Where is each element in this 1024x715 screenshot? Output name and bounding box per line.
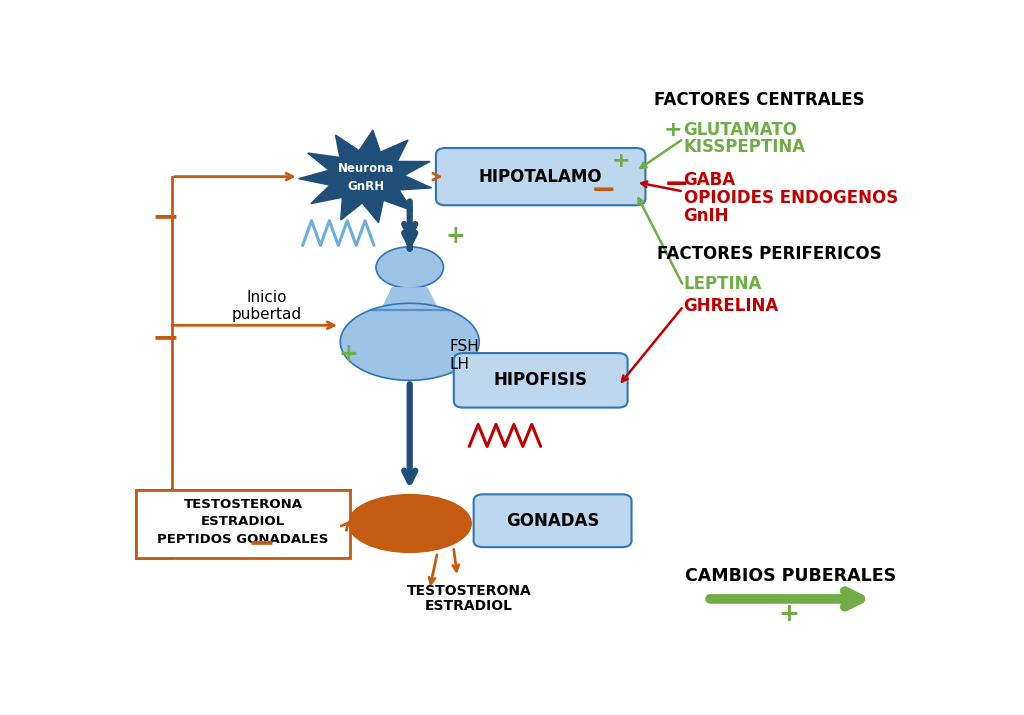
Text: ESTRADIOL: ESTRADIOL [425, 599, 513, 613]
FancyBboxPatch shape [454, 353, 628, 408]
Text: GnRH: GnRH [347, 180, 385, 193]
FancyBboxPatch shape [136, 490, 350, 558]
Text: −: − [152, 321, 180, 355]
Text: LEPTINA: LEPTINA [684, 275, 762, 293]
Text: +: + [338, 342, 358, 366]
Text: Neurona: Neurona [338, 162, 394, 175]
Text: CAMBIOS PUBERALES: CAMBIOS PUBERALES [685, 567, 896, 585]
Text: KISSPEPTINA: KISSPEPTINA [684, 139, 806, 157]
Text: TESTOSTERONA: TESTOSTERONA [183, 498, 302, 511]
Text: GABA: GABA [684, 172, 735, 189]
Text: −: − [591, 176, 616, 204]
Text: +: + [664, 120, 682, 140]
Text: −: − [664, 170, 689, 199]
Text: ESTRADIOL: ESTRADIOL [201, 516, 285, 528]
Text: −: − [247, 527, 275, 560]
Text: +: + [612, 152, 631, 172]
Text: FSH
LH: FSH LH [450, 340, 479, 372]
Text: HIPOFISIS: HIPOFISIS [494, 371, 588, 390]
FancyBboxPatch shape [474, 494, 632, 547]
Text: −: − [152, 200, 180, 233]
Text: Inicio
pubertad: Inicio pubertad [231, 290, 302, 322]
Text: HIPOTALAMO: HIPOTALAMO [479, 167, 602, 186]
Polygon shape [370, 309, 450, 310]
Text: GONADAS: GONADAS [506, 512, 599, 530]
Text: +: + [445, 224, 465, 247]
Text: +: + [778, 602, 800, 626]
Text: GnIH: GnIH [684, 207, 729, 225]
Text: FACTORES PERIFERICOS: FACTORES PERIFERICOS [657, 245, 882, 262]
Ellipse shape [340, 303, 479, 380]
Polygon shape [382, 288, 437, 309]
Text: PEPTIDOS GONADALES: PEPTIDOS GONADALES [158, 533, 329, 546]
Text: FACTORES CENTRALES: FACTORES CENTRALES [653, 91, 864, 109]
FancyBboxPatch shape [436, 148, 645, 205]
Text: GLUTAMATO: GLUTAMATO [684, 121, 798, 139]
Text: TESTOSTERONA: TESTOSTERONA [407, 584, 531, 598]
Polygon shape [299, 130, 431, 222]
Ellipse shape [348, 495, 471, 553]
Text: GHRELINA: GHRELINA [684, 297, 779, 315]
Ellipse shape [376, 247, 443, 288]
Text: OPIOIDES ENDOGENOS: OPIOIDES ENDOGENOS [684, 189, 898, 207]
